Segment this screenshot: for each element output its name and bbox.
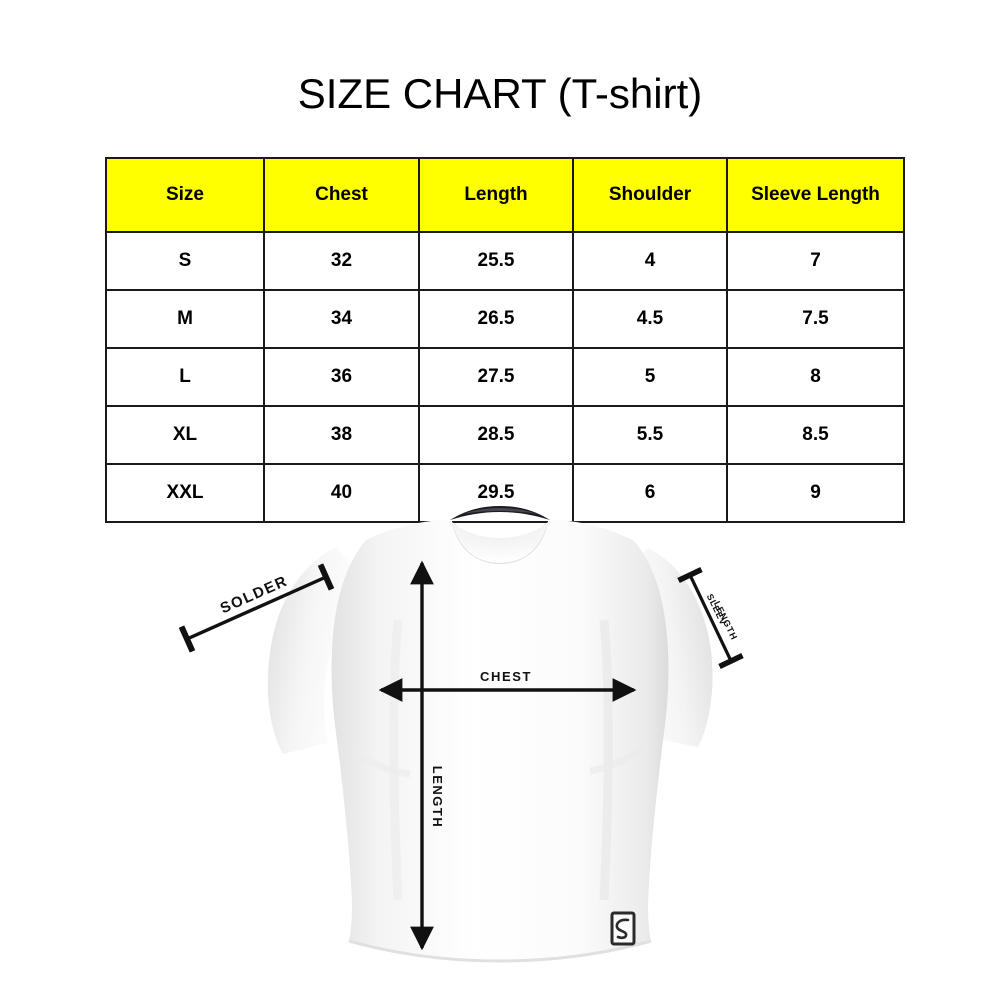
tshirt-measurement-diagram: SOLDER SLEEV LENGTH CHEST LENGTH <box>0 500 1000 1000</box>
sleeve-measure-line <box>677 566 744 670</box>
cell-sleeve-length: 7.5 <box>726 289 905 349</box>
cell-length: 26.5 <box>418 289 574 349</box>
fabric-fold <box>389 619 403 901</box>
neck-rib-highlight <box>462 508 538 514</box>
cell-sleeve-length: 7 <box>726 231 905 291</box>
shoulder-measure-line <box>178 563 335 653</box>
table-row: S 32 25.5 4 7 <box>105 231 905 291</box>
page-title: SIZE CHART (T-shirt) <box>297 70 703 117</box>
table-row: M 34 26.5 4.5 7.5 <box>105 289 905 349</box>
cell-size: L <box>105 347 265 407</box>
tshirt-garment <box>267 506 713 963</box>
cell-shoulder: 5.5 <box>572 405 728 465</box>
cell-chest: 40 <box>263 463 420 523</box>
cell-length: 28.5 <box>418 405 574 465</box>
fabric-fold <box>599 619 613 901</box>
cell-shoulder: 4 <box>572 231 728 291</box>
column-header-chest: Chest <box>263 157 420 233</box>
size-chart-table-container: Size Chest Length Shoulder Sleeve Length… <box>105 157 905 523</box>
neck-rib <box>450 506 550 520</box>
table-header-row: Size Chest Length Shoulder Sleeve Length <box>105 157 905 233</box>
cell-sleeve-length: 8.5 <box>726 405 905 465</box>
cell-chest: 36 <box>263 347 420 407</box>
cell-length: 25.5 <box>418 231 574 291</box>
length-label: LENGTH <box>430 766 445 828</box>
table-row: L 36 27.5 5 8 <box>105 347 905 407</box>
cell-length: 27.5 <box>418 347 574 407</box>
cell-length: 29.5 <box>418 463 574 523</box>
cell-sleeve-length: 8 <box>726 347 905 407</box>
cell-shoulder: 6 <box>572 463 728 523</box>
column-header-length: Length <box>418 157 574 233</box>
cell-shoulder: 5 <box>572 347 728 407</box>
fabric-fold <box>589 741 651 775</box>
column-header-size: Size <box>105 157 265 233</box>
cell-chest: 38 <box>263 405 420 465</box>
cell-sleeve-length: 9 <box>726 463 905 523</box>
cell-size: XXL <box>105 463 265 523</box>
fabric-fold <box>349 747 411 778</box>
column-header-sleeve-length: Sleeve Length <box>726 157 905 233</box>
size-chart-table: Size Chest Length Shoulder Sleeve Length… <box>105 157 905 523</box>
cell-size: M <box>105 289 265 349</box>
table-row: XXL 40 29.5 6 9 <box>105 463 905 523</box>
shirt-body <box>331 519 669 961</box>
cell-shoulder: 4.5 <box>572 289 728 349</box>
hem-edge <box>348 939 652 963</box>
table-row: XL 38 28.5 5.5 8.5 <box>105 405 905 465</box>
chest-label: CHEST <box>480 669 532 684</box>
cell-size: XL <box>105 405 265 465</box>
hem-brand-tag <box>610 911 636 946</box>
neck-opening <box>452 522 548 560</box>
cell-size: S <box>105 231 265 291</box>
cell-chest: 34 <box>263 289 420 349</box>
column-header-shoulder: Shoulder <box>572 157 728 233</box>
cell-chest: 32 <box>263 231 420 291</box>
sleeve-label-line2: LENGTH <box>712 599 740 641</box>
